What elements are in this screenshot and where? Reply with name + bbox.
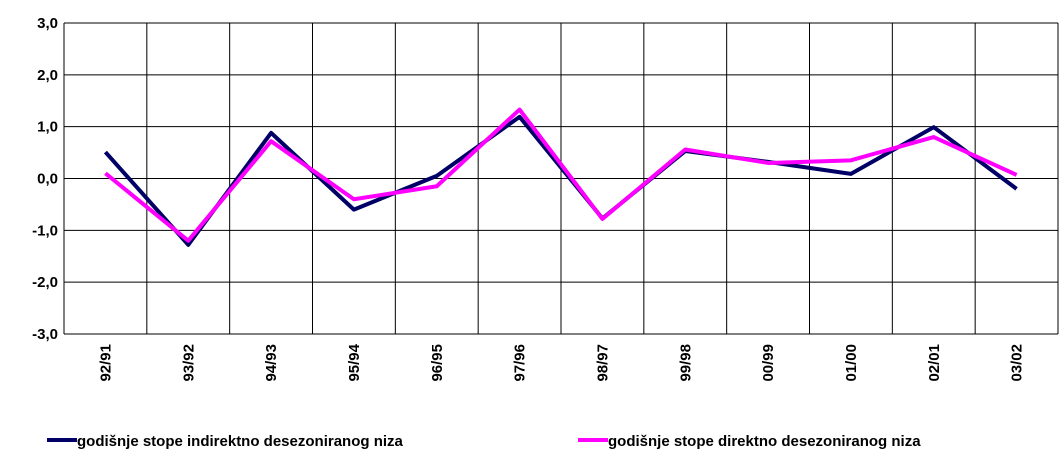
series-line xyxy=(103,114,1018,247)
x-tick-label: 95/94 xyxy=(346,343,363,381)
y-tick-label: -1,0 xyxy=(32,222,58,239)
x-tick-label: 01/00 xyxy=(843,344,860,382)
x-tick-label: 92/91 xyxy=(97,344,114,382)
series-line xyxy=(104,107,1018,243)
x-tick-label: 00/99 xyxy=(760,344,777,382)
y-tick-label: 3,0 xyxy=(37,15,58,32)
x-tick-label: 93/92 xyxy=(180,344,197,382)
x-tick-label: 03/02 xyxy=(1009,344,1026,382)
y-tick-label: 2,0 xyxy=(37,67,58,84)
y-tick-label: 0,0 xyxy=(37,171,58,188)
x-tick-label: 99/98 xyxy=(677,344,694,382)
x-tick-label: 94/93 xyxy=(263,344,280,382)
x-tick-label: 02/01 xyxy=(926,344,943,382)
y-tick-label: 1,0 xyxy=(37,119,58,136)
y-tick-label: -3,0 xyxy=(32,326,58,343)
x-tick-label: 97/96 xyxy=(512,344,529,382)
y-tick-label: -2,0 xyxy=(32,274,58,291)
legend-label: godišnje stope direktno desezoniranog ni… xyxy=(608,433,921,450)
x-tick-label: 96/95 xyxy=(429,344,446,382)
legend-label: godišnje stope indirektno desezoniranog … xyxy=(77,433,404,450)
x-tick-label: 98/97 xyxy=(594,344,611,382)
